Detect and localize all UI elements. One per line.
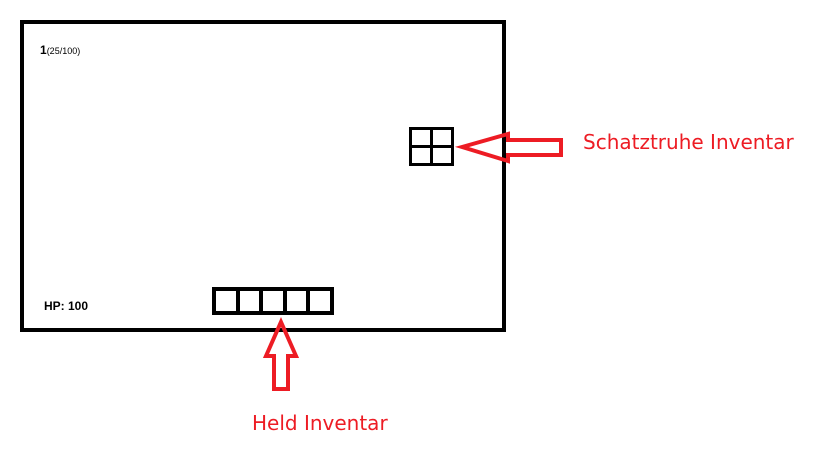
chest-inventory <box>409 127 454 166</box>
chest-slot[interactable] <box>433 130 451 145</box>
xp-progress: (25/100) <box>46 46 81 56</box>
chest-slot[interactable] <box>433 148 451 163</box>
hero-slot[interactable] <box>239 291 260 311</box>
hero-slot[interactable] <box>216 291 236 311</box>
hero-slot[interactable] <box>310 291 330 311</box>
game-screen: 1(25/100) HP: 100 <box>20 20 506 332</box>
hero-inventory-label: Held Inventar <box>252 411 388 435</box>
hero-slot[interactable] <box>263 291 283 311</box>
chest-slot[interactable] <box>412 148 430 163</box>
chest-inventory-label: Schatztruhe Inventar <box>583 130 794 154</box>
level-display: 1(25/100) <box>40 41 80 59</box>
hero-inventory <box>212 287 334 315</box>
hp-display: HP: 100 <box>44 299 89 313</box>
hero-slot[interactable] <box>286 291 307 311</box>
hero-arrow-icon <box>262 317 300 391</box>
chest-slot[interactable] <box>412 130 430 145</box>
level-number: 1 <box>40 43 47 57</box>
